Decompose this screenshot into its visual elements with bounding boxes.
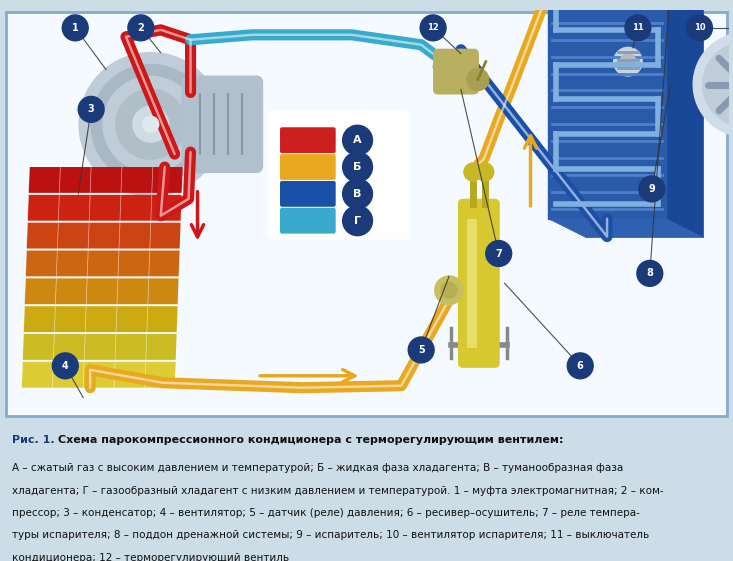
Text: 11: 11 (632, 24, 644, 33)
FancyBboxPatch shape (269, 111, 408, 238)
FancyBboxPatch shape (280, 154, 336, 180)
Polygon shape (29, 167, 183, 193)
Text: хладагента; Г – газообразный хладагент с низким давлением и температурой. 1 – му: хладагента; Г – газообразный хладагент с… (12, 486, 664, 496)
Polygon shape (666, 0, 704, 238)
FancyBboxPatch shape (459, 200, 498, 367)
Circle shape (103, 76, 199, 172)
Circle shape (637, 260, 663, 286)
Circle shape (342, 152, 372, 182)
Text: 3: 3 (88, 104, 95, 114)
Circle shape (420, 15, 446, 41)
Polygon shape (548, 219, 704, 238)
Text: 7: 7 (496, 249, 502, 259)
Circle shape (342, 206, 372, 236)
Text: В: В (353, 189, 362, 199)
FancyBboxPatch shape (434, 50, 478, 94)
Circle shape (52, 353, 78, 379)
Bar (467, 219, 477, 348)
Circle shape (467, 68, 489, 90)
Circle shape (79, 53, 222, 196)
Circle shape (78, 96, 104, 122)
Circle shape (91, 65, 210, 184)
Text: 2: 2 (138, 23, 144, 33)
Circle shape (625, 15, 651, 41)
FancyBboxPatch shape (730, 23, 733, 146)
Polygon shape (26, 251, 180, 277)
Text: 12: 12 (427, 24, 439, 33)
Circle shape (441, 282, 457, 298)
Circle shape (116, 90, 185, 159)
Circle shape (476, 163, 494, 181)
Circle shape (486, 241, 512, 266)
Text: Г: Г (354, 215, 361, 226)
Text: кондиционера; 12 – терморегулирующий вентиль: кондиционера; 12 – терморегулирующий вен… (12, 553, 290, 561)
Circle shape (342, 125, 372, 155)
Text: А: А (353, 135, 362, 145)
Text: Б: Б (353, 162, 362, 172)
FancyBboxPatch shape (280, 181, 336, 207)
FancyBboxPatch shape (6, 12, 727, 416)
Text: 8: 8 (647, 268, 653, 278)
Text: туры испарителя; 8 – поддон дренажной системы; 9 – испаритель; 10 – вентилятор и: туры испарителя; 8 – поддон дренажной си… (12, 531, 649, 540)
Circle shape (408, 337, 434, 363)
Polygon shape (23, 306, 177, 332)
Circle shape (464, 163, 482, 181)
Circle shape (693, 33, 733, 136)
Circle shape (703, 42, 733, 127)
Circle shape (567, 353, 593, 379)
Circle shape (639, 176, 665, 202)
Text: 4: 4 (62, 361, 69, 371)
Text: 9: 9 (649, 184, 655, 194)
Polygon shape (24, 278, 179, 304)
Text: 5: 5 (418, 345, 424, 355)
Circle shape (614, 48, 642, 76)
FancyBboxPatch shape (280, 127, 336, 153)
Circle shape (62, 15, 88, 41)
Circle shape (342, 179, 372, 209)
Circle shape (143, 116, 159, 132)
Polygon shape (26, 223, 180, 249)
Text: 10: 10 (693, 24, 705, 33)
Circle shape (620, 54, 636, 70)
FancyBboxPatch shape (183, 76, 262, 172)
Text: прессор; 3 – конденсатор; 4 – вентилятор; 5 – датчик (реле) давления; 6 – ресиве: прессор; 3 – конденсатор; 4 – вентилятор… (12, 508, 640, 518)
Circle shape (435, 277, 463, 304)
Circle shape (133, 107, 169, 142)
Text: А – сжатый газ с высоким давлением и температурой; Б – жидкая фаза хладагента; В: А – сжатый газ с высоким давлением и тем… (12, 463, 624, 473)
Text: Схема парокомпрессионного кондиционера с терморегулирующим вентилем:: Схема парокомпрессионного кондиционера с… (58, 435, 564, 445)
Text: 6: 6 (577, 361, 583, 371)
Circle shape (687, 15, 712, 41)
Polygon shape (23, 334, 177, 360)
Bar (548, 0, 666, 219)
Text: Рис. 1.: Рис. 1. (12, 435, 55, 445)
Polygon shape (21, 362, 176, 388)
Circle shape (128, 15, 154, 41)
Polygon shape (28, 195, 182, 220)
FancyBboxPatch shape (280, 208, 336, 233)
Text: 1: 1 (72, 23, 78, 33)
